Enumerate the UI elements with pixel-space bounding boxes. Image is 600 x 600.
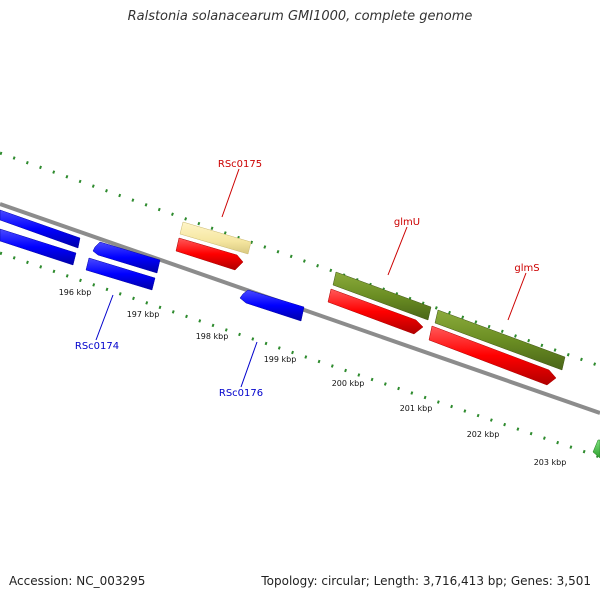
gene-label-rsc0175[interactable]: RSc0175 <box>218 159 262 170</box>
genome-summary: Topology: circular; Length: 3,716,413 bp… <box>261 574 591 588</box>
gene-feature-rsc0175[interactable] <box>179 221 252 255</box>
cds-feature-glmu[interactable] <box>327 288 424 335</box>
gene-feature-rsc0176[interactable] <box>239 289 305 322</box>
map-title: Ralstonia solanacearum GMI1000, complete… <box>127 9 473 24</box>
gene-label-glmu[interactable]: glmU <box>394 217 420 228</box>
scale-tick-label: 198 kbp <box>196 332 229 341</box>
scale-tick-label: 199 kbp <box>264 355 297 364</box>
callout-rsc0176 <box>240 341 258 388</box>
callout-glmu <box>387 226 408 276</box>
gene-feature-glmu[interactable] <box>332 271 432 321</box>
accession-label: Accession: NC_003295 <box>9 574 146 588</box>
scale-tick-label: 200 kbp <box>332 379 365 388</box>
scale-tick-label: 197 kbp <box>127 310 160 319</box>
scale-tick-label: 196 kbp <box>59 288 92 297</box>
gene-feature[interactable] <box>85 257 156 291</box>
callout-glms <box>507 272 527 321</box>
cds-feature-rsc0175[interactable] <box>175 237 244 271</box>
gene-feature[interactable] <box>0 209 81 249</box>
scale-tick-label: 202 kbp <box>467 430 500 439</box>
inner-tick-ring <box>0 251 600 459</box>
gene-feature-rsc0174[interactable] <box>92 241 161 274</box>
gene-feature[interactable] <box>0 228 77 266</box>
scale-tick-label: 203 kbp <box>534 458 567 467</box>
cds-feature-glms[interactable] <box>428 325 557 386</box>
scale-tick-label: 201 kbp <box>400 404 433 413</box>
callout-rsc0174 <box>95 294 114 341</box>
gene-label-glms[interactable]: glmS <box>514 263 539 274</box>
gene-label-rsc0176[interactable]: RSc0176 <box>219 388 263 399</box>
gene-feature-glms[interactable] <box>434 309 566 371</box>
gene-feature-edge[interactable] <box>592 439 600 459</box>
callout-rsc0175 <box>221 168 240 218</box>
gene-label-rsc0174[interactable]: RSc0174 <box>75 341 119 352</box>
